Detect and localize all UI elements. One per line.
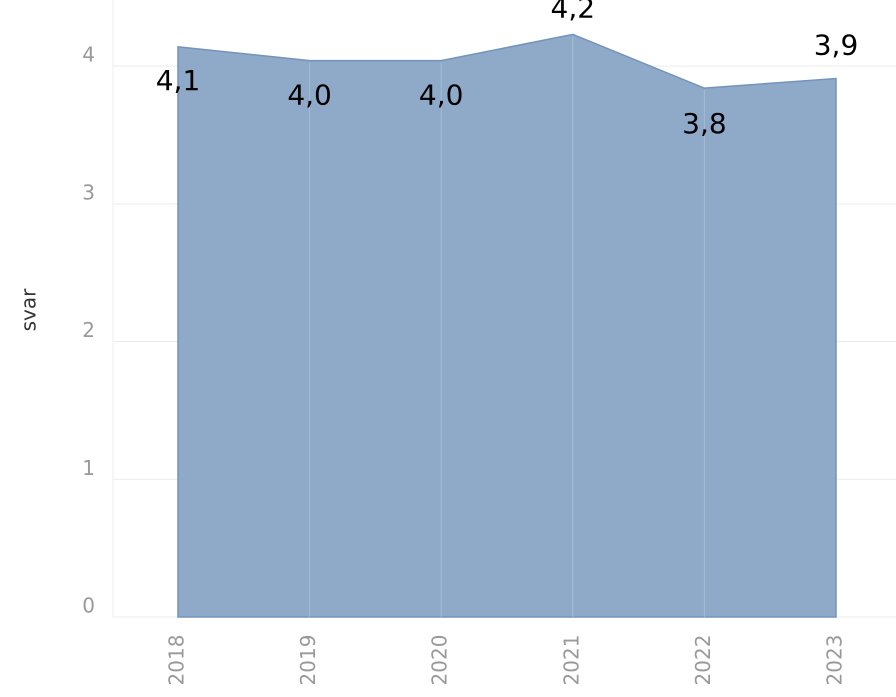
x-tick-label: 2018 <box>165 635 189 686</box>
data-label: 3,8 <box>682 107 727 140</box>
data-label: 4,2 <box>551 0 596 24</box>
x-tick-label: 2021 <box>559 635 583 686</box>
y-tick-label: 2 <box>82 318 95 342</box>
area <box>177 33 837 618</box>
y-tick-label: 1 <box>82 456 95 480</box>
data-label: 4,0 <box>419 79 464 112</box>
x-tick-label: 2020 <box>428 635 452 686</box>
data-label: 4,0 <box>287 79 332 112</box>
y-tick-label: 3 <box>82 180 95 204</box>
x-tick-label: 2022 <box>691 635 715 686</box>
data-label: 4,1 <box>156 64 201 97</box>
y-tick-label: 0 <box>82 594 95 618</box>
data-label: 3,9 <box>814 29 859 62</box>
x-tick-label: 2019 <box>296 635 320 686</box>
y-axis-title: svar <box>17 288 41 332</box>
x-tick-label: 2023 <box>823 635 847 686</box>
y-tick-label: 4 <box>82 43 95 67</box>
